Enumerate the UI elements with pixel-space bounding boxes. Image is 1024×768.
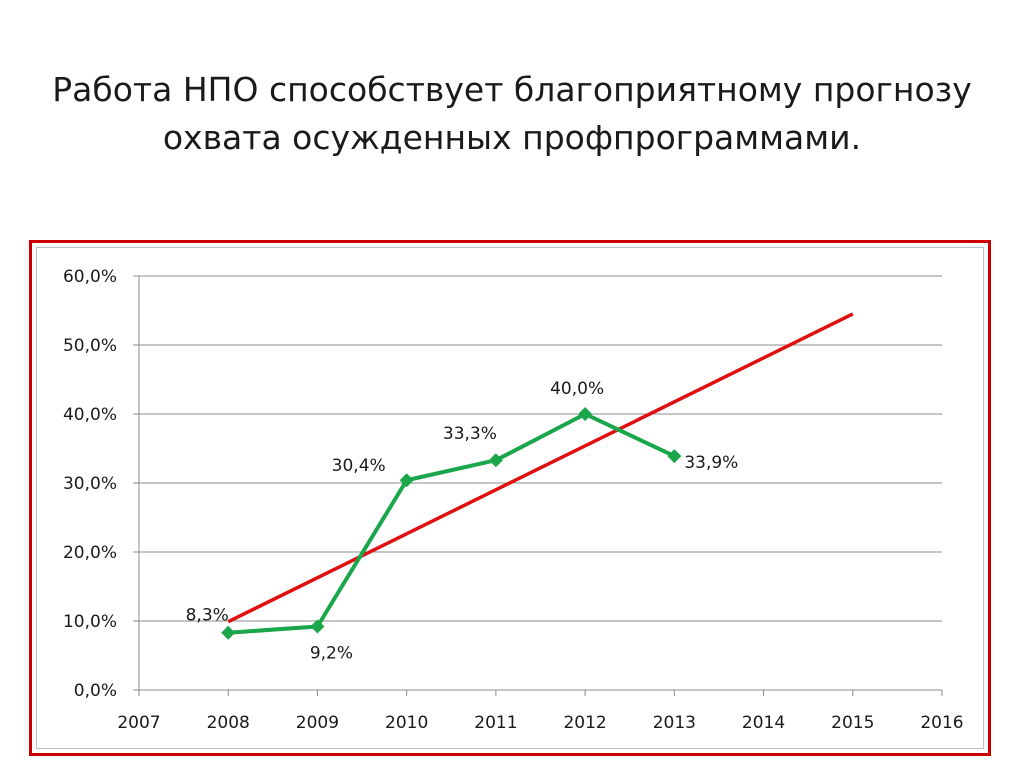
data-label: 9,2%: [310, 644, 353, 664]
x-tick-label: 2016: [920, 713, 963, 733]
trendline: [227, 312, 854, 624]
y-tick-label: 50,0%: [63, 336, 117, 356]
data-label: 30,4%: [332, 456, 386, 476]
line-chart: 0,0% 10,0% 20,0% 30,0% 40,0% 50,0% 60,0% 2007 20…: [63, 267, 964, 733]
data-label: 8,3%: [186, 606, 229, 626]
y-tick-label: 20,0%: [63, 543, 117, 563]
data-label: 33,9%: [684, 453, 738, 473]
data-label: 33,3%: [443, 424, 497, 444]
data-point-marker[interactable]: [578, 407, 593, 421]
title-line-2: охвата осужденных профпрограммами.: [162, 118, 862, 157]
x-tick-label: 2013: [653, 713, 696, 733]
y-tick-label: 10,0%: [63, 612, 117, 632]
y-tick-label: 0,0%: [74, 681, 117, 701]
slide-title: Работа НПО способствует благоприятному п…: [40, 66, 984, 162]
series-line: [228, 412, 676, 635]
y-tick-label: 40,0%: [63, 405, 117, 425]
data-point-marker[interactable]: [221, 625, 236, 640]
data-point-marker[interactable]: [667, 449, 682, 464]
x-tick-label: 2014: [742, 713, 785, 733]
title-line-1: Работа НПО способствует благоприятному п…: [52, 70, 972, 109]
x-tick-label: 2012: [563, 713, 606, 733]
data-label: 40,0%: [550, 379, 604, 399]
data-point-marker[interactable]: [399, 473, 414, 488]
x-tick-label: 2015: [831, 713, 874, 733]
x-tick-label: 2011: [474, 713, 517, 733]
x-tick-label: 2009: [296, 713, 339, 733]
y-tick-label: 30,0%: [63, 474, 117, 494]
x-tick-label: 2008: [207, 713, 250, 733]
x-tick-label: 2010: [385, 713, 428, 733]
data-point-marker[interactable]: [488, 453, 503, 468]
x-tick-label: 2007: [117, 713, 160, 733]
data-point-marker[interactable]: [310, 619, 325, 634]
chart-area-border: [36, 247, 984, 749]
chart-frame: 0,0% 10,0% 20,0% 30,0% 40,0% 50,0% 60,0% 2007 20…: [29, 240, 991, 756]
y-tick-label: 60,0%: [63, 267, 117, 287]
